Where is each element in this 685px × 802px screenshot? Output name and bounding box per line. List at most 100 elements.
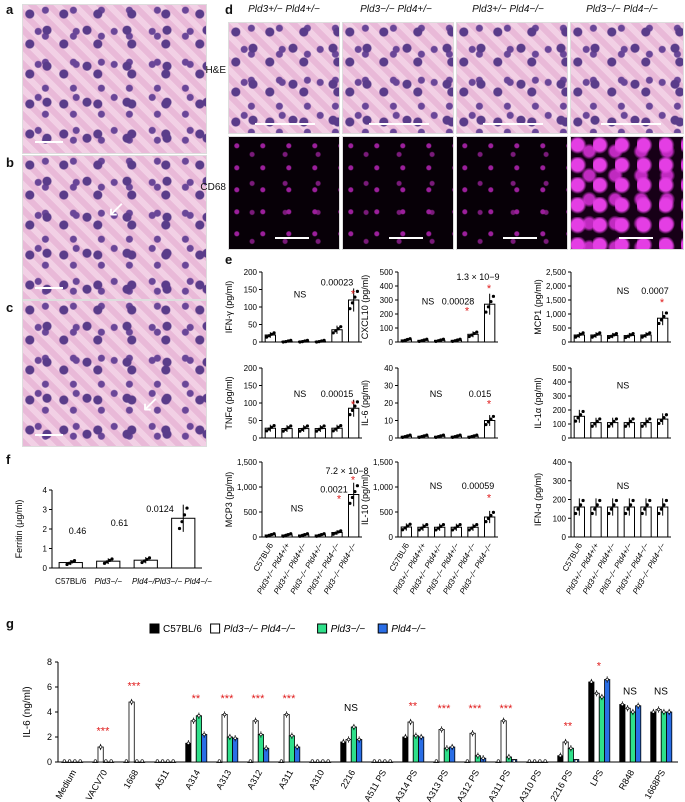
data-point (317, 533, 321, 538)
bar (619, 704, 626, 763)
bar (469, 732, 476, 763)
data-point (626, 706, 630, 710)
annotation: NS (294, 290, 307, 300)
y-axis-label: IL-6 (ng/ml) (22, 686, 33, 737)
y-tick-label: 1,500 (237, 458, 258, 467)
category-label: A314 (183, 768, 202, 791)
panel-label-b: b (6, 155, 14, 170)
row-label-cd68: CD68 (200, 182, 226, 193)
annotation: NS (617, 381, 630, 391)
data-point (628, 419, 633, 423)
histology-image-a (22, 4, 207, 154)
data-point (322, 424, 326, 428)
y-tick-label: 0 (389, 434, 394, 443)
y-tick-label: 200 (553, 496, 567, 505)
data-point (372, 759, 376, 763)
annotation: * (487, 493, 492, 505)
panel-label-c: c (6, 300, 14, 315)
annotation: * (351, 475, 356, 487)
data-point (453, 339, 457, 343)
scale-bar (35, 287, 63, 289)
data-point (78, 759, 82, 763)
arrow-icon: ↙ (107, 196, 126, 221)
data-point (436, 526, 441, 530)
data-point (631, 417, 635, 421)
data-point (664, 311, 669, 315)
y-axis-label: CXCL10 (pg/ml) (360, 275, 370, 340)
bar (356, 739, 363, 763)
data-point (472, 524, 476, 528)
bar (666, 711, 673, 763)
y-axis-label: MCP1 (pg/ml) (533, 279, 543, 335)
data-point (248, 759, 252, 763)
data-point (353, 404, 357, 408)
category-label: A310 PS (517, 768, 543, 802)
category-label: A312 (245, 768, 264, 791)
column-header: Pld3+/− Pld4+/− (248, 4, 320, 15)
category-label: 1668 (122, 768, 141, 790)
data-point (614, 417, 619, 421)
data-point (614, 498, 619, 503)
data-point (659, 418, 664, 423)
data-point (171, 759, 175, 763)
data-point (491, 510, 496, 515)
data-point (331, 429, 335, 433)
data-point (295, 745, 299, 749)
y-tick-label: 0 (389, 533, 394, 542)
data-point (284, 427, 288, 432)
bar (232, 737, 239, 763)
data-point (272, 331, 276, 335)
data-point (593, 507, 597, 511)
data-point (331, 331, 335, 335)
bar (598, 696, 605, 763)
y-axis-label: IFN-α (pg/ml) (533, 473, 543, 526)
legend-label: Pld3−/− Pld4−/− (224, 624, 296, 635)
data-point (353, 489, 357, 494)
data-point (286, 339, 290, 343)
panel-label-e: e (225, 252, 233, 267)
y-tick-label: 400 (553, 378, 567, 387)
data-point (640, 335, 644, 339)
annotation: * (487, 283, 492, 295)
data-point (272, 532, 276, 536)
data-point (576, 416, 580, 420)
data-point (93, 759, 97, 763)
data-point (269, 425, 274, 429)
data-point (589, 680, 593, 684)
y-tick-label: 300 (553, 392, 567, 401)
data-point (467, 435, 471, 439)
data-point (341, 740, 345, 744)
data-point (281, 429, 285, 433)
data-point (414, 734, 418, 738)
data-point (453, 435, 457, 439)
category-label: LPS (588, 768, 605, 788)
data-point (417, 528, 421, 532)
data-point (300, 340, 305, 344)
data-point (67, 561, 72, 565)
data-point (434, 528, 438, 532)
data-point (417, 339, 421, 344)
y-axis-label: IFN-γ (pg/ml) (224, 281, 234, 334)
data-point (233, 736, 237, 740)
data-point (434, 339, 438, 344)
data-point (612, 419, 616, 423)
bar (226, 736, 233, 763)
bar (655, 709, 662, 763)
bar (418, 736, 425, 763)
data-point (450, 528, 455, 532)
bar (412, 735, 419, 763)
y-tick-label: 300 (553, 477, 567, 486)
data-point (388, 759, 392, 763)
data-point (70, 560, 74, 564)
data-point (434, 435, 438, 439)
data-point (590, 424, 594, 428)
data-point (425, 337, 429, 341)
data-point (383, 759, 387, 763)
y-tick-label: 100 (380, 324, 394, 333)
annotation: NS (294, 389, 307, 399)
bar (201, 734, 208, 763)
data-point (197, 714, 201, 718)
y-tick-label: 1,000 (237, 483, 258, 492)
data-point (475, 330, 479, 334)
data-point (408, 522, 412, 526)
